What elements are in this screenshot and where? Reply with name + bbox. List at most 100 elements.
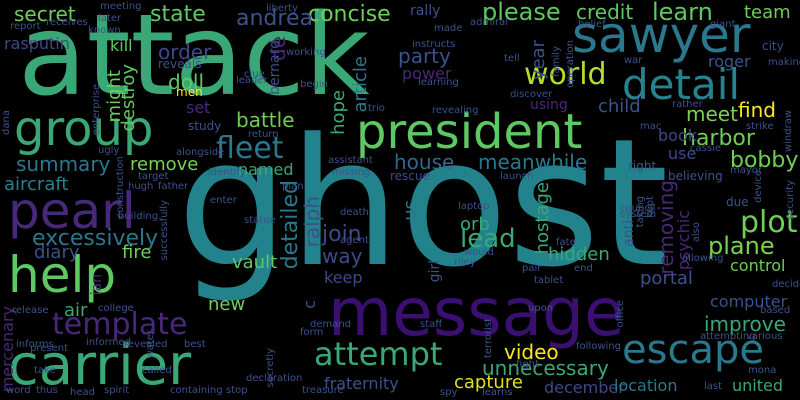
word-us: using [530, 97, 568, 113]
word-use: use [668, 144, 697, 163]
word-spy: fight [516, 359, 539, 370]
word-containing: spirit [104, 385, 130, 396]
word-secretly: college [98, 303, 134, 314]
word-united: united [732, 376, 783, 395]
word-credit: credit [576, 0, 634, 24]
word-anti: anti [621, 220, 637, 247]
word-end: allowing [682, 253, 724, 264]
word-based: decides [772, 279, 800, 290]
word-plot: plot [740, 205, 798, 240]
word-study: statue [244, 215, 276, 226]
word-ian: ian [89, 274, 105, 296]
word-ralph: ralph [300, 196, 324, 248]
word-alongside: dana [1, 110, 12, 135]
word-take: informs [16, 339, 54, 350]
word-capture: capture [454, 372, 523, 393]
word-building: water [145, 330, 156, 359]
word-december: december [544, 378, 625, 397]
word-best: secretly [265, 348, 276, 388]
word-liberty: liberty [266, 3, 299, 14]
word-present: informed [86, 337, 131, 348]
word-enterprise: enterprise [91, 84, 102, 136]
word-clue: clue [244, 69, 265, 80]
word-world: world [524, 57, 607, 92]
word-family: family [551, 46, 562, 77]
word-decides: end [574, 263, 593, 274]
word-due: device [753, 170, 764, 203]
word-declaration: stop [226, 385, 248, 396]
word-year: year [528, 40, 549, 81]
word-excessively: excessively [32, 226, 159, 251]
word-operation: operation [565, 40, 576, 89]
word-successfully: target [138, 171, 169, 182]
word-rasputin: rasputin [4, 34, 70, 53]
word-thus: word [6, 385, 31, 396]
word-ugly: construction [115, 156, 126, 219]
word-attack: attack [18, 0, 370, 121]
word-computer: computer [710, 292, 788, 311]
word-learning: learning [418, 77, 459, 88]
word-treasure: learns [482, 387, 513, 398]
word-would: fate [556, 237, 576, 248]
word-informed: revealed [124, 339, 168, 350]
word-pair: tablet [534, 275, 564, 286]
word-ghost: ghost [177, 101, 669, 306]
word-child: child [598, 96, 641, 117]
word-remove: remove [130, 154, 199, 175]
word-battle: battle [236, 108, 295, 132]
word-set: set [186, 98, 211, 117]
word-reveals: reveals [158, 57, 202, 71]
word-template: template [52, 307, 188, 342]
word-way: way [322, 244, 363, 268]
word-agent: death [340, 207, 369, 218]
word-named: named [238, 160, 294, 179]
word-kept: attempting [700, 331, 756, 342]
word-instructs: instructs [412, 39, 456, 50]
word-rescue: rescue [390, 169, 430, 183]
word-office: declaration [246, 373, 303, 384]
word-andrea: andrea [236, 6, 313, 31]
word-missing: launch [500, 171, 534, 182]
word-death: assistant [328, 155, 373, 166]
word-war: war [624, 55, 643, 66]
word-find: find [738, 98, 776, 122]
word-fraternity: fraternity [324, 374, 399, 393]
word-doll: doll [168, 70, 205, 94]
word-hidden: hidden [548, 244, 610, 265]
word-cassie: cassie [690, 143, 721, 154]
word-upon: last [704, 381, 723, 392]
word-known: known [88, 25, 121, 36]
word-meeting: meeting [100, 1, 142, 12]
word-admiral: admiral [470, 17, 509, 28]
word-windraw: windraw [783, 110, 794, 153]
word-riley: would [464, 247, 494, 258]
word-mayor: mayor [730, 165, 763, 176]
word-tell: tell [504, 53, 520, 64]
word-target: father [158, 181, 189, 192]
word-leader: leader [236, 75, 268, 86]
word-also: believing [668, 169, 723, 183]
word-giant: giant [710, 19, 736, 30]
word-informs: present [30, 343, 69, 354]
word-city: city [762, 39, 784, 53]
word-order: order [158, 40, 212, 64]
word-removing: removing [654, 180, 678, 275]
word-join: join [322, 222, 362, 247]
word-c: c [300, 300, 319, 309]
word-help: help [8, 246, 117, 304]
word-harbor: harbor [682, 126, 755, 151]
word-report: report [10, 21, 41, 32]
word-meanwhile: meanwhile [478, 150, 588, 174]
word-unnecessary: unnecessary [482, 356, 609, 380]
word-assistant: missing [332, 167, 371, 178]
word-revealed: best [184, 339, 206, 350]
word-mercenary: mercenary [0, 306, 17, 393]
word-lead: lead [460, 224, 516, 254]
word-stop: treasure [302, 385, 344, 396]
word-demand: agent [340, 235, 369, 246]
word-learns: spy [440, 387, 458, 398]
word-belief: belief [578, 19, 606, 30]
word-new: new [208, 294, 246, 315]
word-book: book [658, 126, 697, 145]
word-terrorist: staff [420, 319, 443, 330]
